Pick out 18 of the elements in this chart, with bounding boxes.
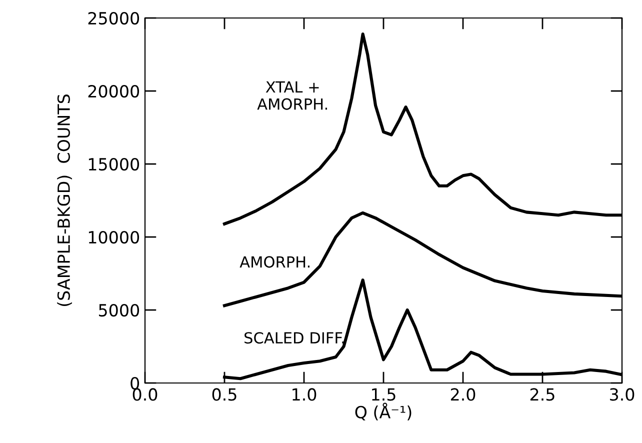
y-tick-label: 15000 <box>88 158 140 171</box>
x-axis-title: Q (Å⁻¹) <box>355 402 412 420</box>
y-tick-label: 10000 <box>88 230 140 244</box>
y-axis-title: (SAMPLE-BKGD) COUNTS <box>57 94 72 306</box>
y-tick-label: 0 <box>130 376 140 390</box>
y-tick-label: 20000 <box>88 84 140 98</box>
x-tick-label: 3.0 <box>610 388 634 401</box>
series-label: SCALED DIFF. <box>244 332 344 344</box>
series-label: XTAL + AMORPH. <box>257 81 328 110</box>
x-tick-label: 0.0 <box>132 388 158 401</box>
y-tick-label: 25000 <box>88 12 140 25</box>
x-tick-label: 2.0 <box>450 388 476 401</box>
x-tick-label: 0.5 <box>212 388 236 401</box>
series-label: AMORPH. <box>240 256 310 268</box>
x-tick-label: 2.5 <box>530 388 554 401</box>
y-tick-label: 5000 <box>99 304 140 317</box>
x-tick-label: 1.0 <box>292 388 316 401</box>
x-tick-label: 1.5 <box>372 388 396 401</box>
